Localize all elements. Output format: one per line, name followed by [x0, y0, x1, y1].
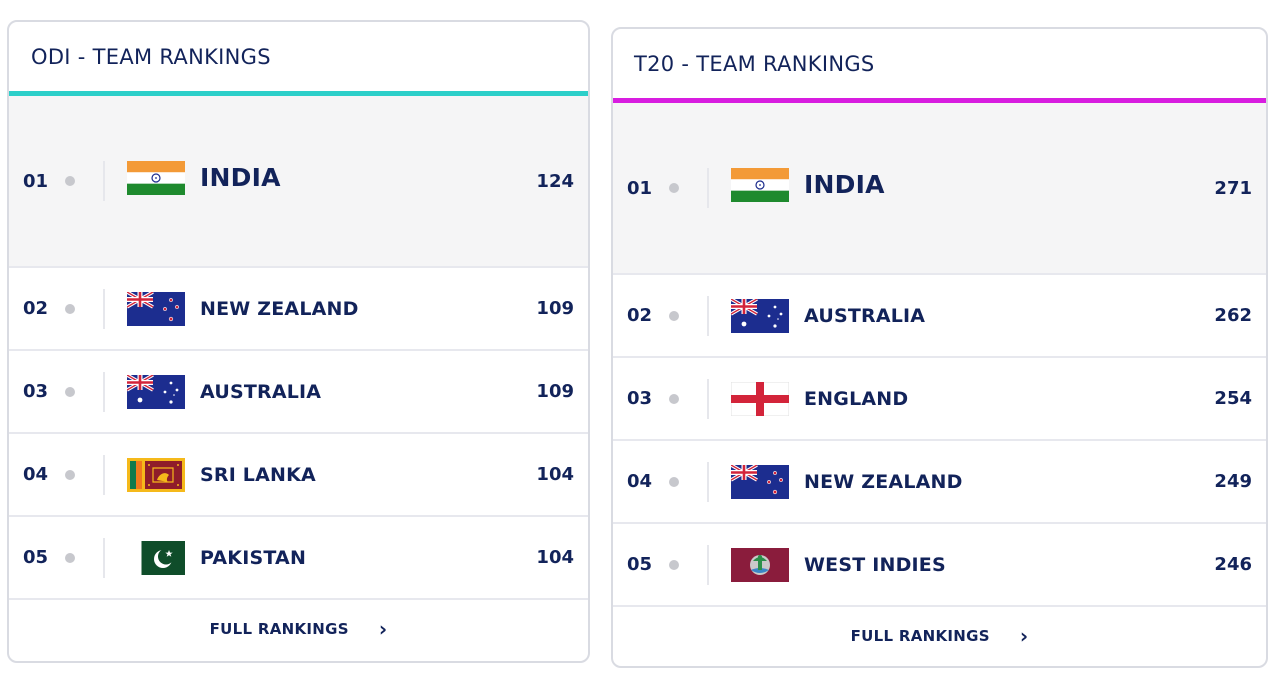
t20-full-rankings-link[interactable]: FULL RANKINGS › — [613, 607, 1266, 665]
team-name[interactable]: WEST INDIES — [804, 553, 946, 576]
sri-lanka-flag-icon — [127, 458, 185, 492]
t20-rankings-card: T20 - TEAM RANKINGS 01 INDIA 271 02 AUST… — [611, 27, 1268, 668]
status-dot-icon — [65, 176, 75, 186]
odi-ranking-row-3[interactable]: 03 AUSTRALIA 109 — [9, 351, 588, 434]
team-name[interactable]: AUSTRALIA — [200, 380, 322, 403]
t20-ranking-row-5[interactable]: 05 WEST INDIES 246 — [613, 524, 1266, 607]
divider — [103, 537, 105, 578]
divider — [103, 454, 105, 495]
divider — [707, 378, 709, 419]
chevron-right-icon: › — [1019, 624, 1029, 648]
divider — [103, 161, 105, 201]
rank-number: 05 — [23, 547, 49, 568]
team-name[interactable]: INDIA — [804, 169, 885, 199]
rating-points: 104 — [536, 464, 574, 485]
rating-points: 104 — [536, 547, 574, 568]
odi-card-title: ODI - TEAM RANKINGS — [9, 22, 588, 96]
divider — [707, 461, 709, 502]
rating-points: 254 — [1214, 388, 1252, 409]
t20-ranking-row-1[interactable]: 01 INDIA 271 — [613, 103, 1266, 275]
divider — [707, 295, 709, 336]
rank-number: 01 — [627, 177, 653, 199]
australia-flag-icon — [127, 375, 185, 409]
rank-number: 03 — [627, 388, 653, 409]
t20-ranking-row-2[interactable]: 02 AUSTRALIA 262 — [613, 275, 1266, 358]
full-rankings-label: FULL RANKINGS — [209, 620, 349, 638]
rating-points: 271 — [1214, 177, 1252, 199]
odi-ranking-row-4[interactable]: 04 SRI LANKA 104 — [9, 434, 588, 517]
status-dot-icon — [669, 393, 679, 404]
divider — [103, 371, 105, 412]
india-flag-icon — [127, 161, 185, 195]
rating-points: 249 — [1214, 471, 1252, 492]
team-name[interactable]: AUSTRALIA — [804, 304, 926, 327]
status-dot-icon — [669, 310, 679, 321]
divider — [707, 168, 709, 208]
rating-points: 246 — [1214, 554, 1252, 575]
status-dot-icon — [65, 303, 75, 314]
team-name[interactable]: SRI LANKA — [200, 463, 316, 486]
t20-card-title: T20 - TEAM RANKINGS — [613, 29, 1266, 103]
rank-number: 04 — [627, 471, 653, 492]
australia-flag-icon — [731, 299, 789, 333]
rating-points: 109 — [536, 381, 574, 402]
team-name[interactable]: ENGLAND — [804, 387, 909, 410]
status-dot-icon — [65, 552, 75, 563]
rank-number: 02 — [627, 305, 653, 326]
odi-ranking-row-2[interactable]: 02 NEW ZEALAND 109 — [9, 268, 588, 351]
rank-number: 01 — [23, 170, 49, 192]
odi-ranking-row-5[interactable]: 05 PAKISTAN 104 — [9, 517, 588, 600]
england-flag-icon — [731, 382, 789, 416]
team-name[interactable]: NEW ZEALAND — [804, 470, 963, 493]
new-zealand-flag-icon — [731, 465, 789, 499]
divider — [707, 544, 709, 585]
t20-ranking-row-4[interactable]: 04 NEW ZEALAND 249 — [613, 441, 1266, 524]
pakistan-flag-icon — [127, 541, 185, 575]
rating-points: 262 — [1214, 305, 1252, 326]
team-name[interactable]: INDIA — [200, 162, 281, 192]
india-flag-icon — [731, 168, 789, 202]
full-rankings-label: FULL RANKINGS — [850, 627, 990, 645]
rank-number: 04 — [23, 464, 49, 485]
t20-ranking-row-3[interactable]: 03 ENGLAND 254 — [613, 358, 1266, 441]
team-name[interactable]: PAKISTAN — [200, 546, 307, 569]
chevron-right-icon: › — [378, 617, 388, 641]
rating-points: 124 — [536, 170, 574, 192]
status-dot-icon — [65, 469, 75, 480]
status-dot-icon — [669, 476, 679, 487]
team-name[interactable]: NEW ZEALAND — [200, 297, 359, 320]
status-dot-icon — [65, 386, 75, 397]
divider — [103, 288, 105, 329]
odi-ranking-row-1[interactable]: 01 INDIA 124 — [9, 96, 588, 268]
status-dot-icon — [669, 559, 679, 570]
odi-rankings-card: ODI - TEAM RANKINGS 01 INDIA 124 02 NEW … — [7, 20, 590, 663]
rank-number: 05 — [627, 554, 653, 575]
rating-points: 109 — [536, 298, 574, 319]
odi-full-rankings-link[interactable]: FULL RANKINGS › — [9, 600, 588, 658]
new-zealand-flag-icon — [127, 292, 185, 326]
west-indies-flag-icon — [731, 548, 789, 582]
status-dot-icon — [669, 183, 679, 193]
rank-number: 02 — [23, 298, 49, 319]
rank-number: 03 — [23, 381, 49, 402]
